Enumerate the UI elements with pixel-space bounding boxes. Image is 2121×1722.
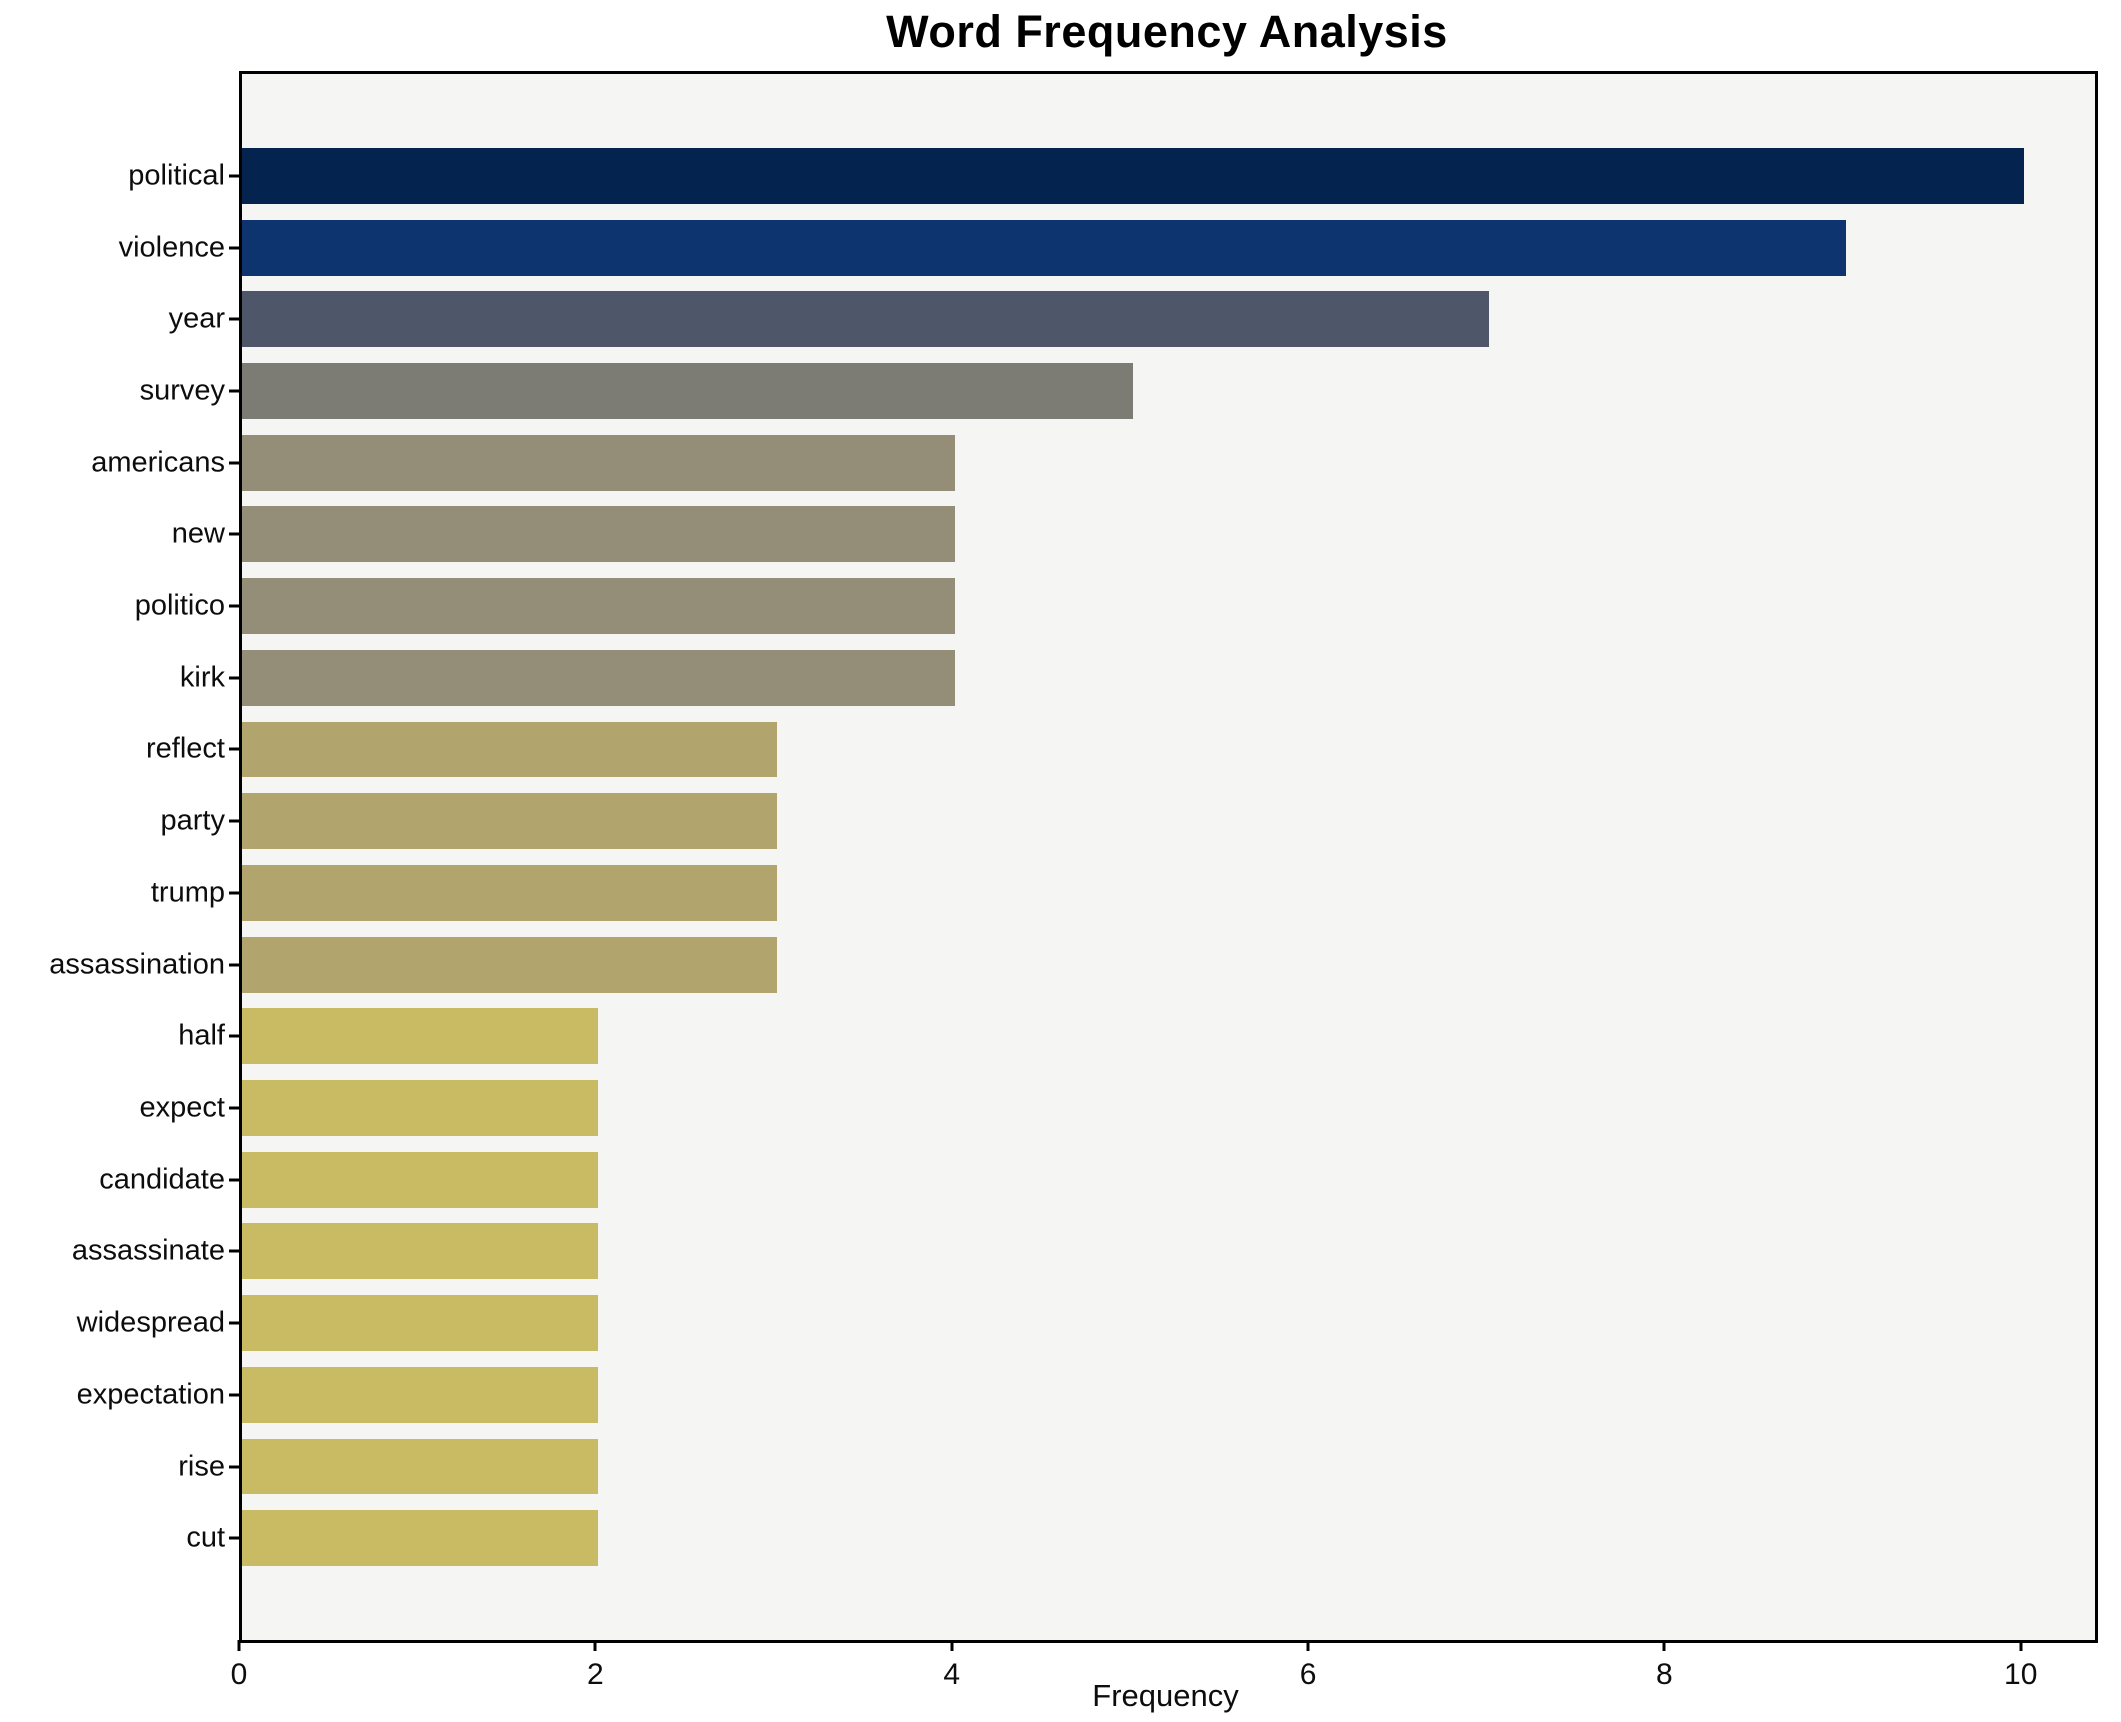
x-tick-mark — [950, 1640, 954, 1651]
bar-rise — [242, 1438, 599, 1495]
bar-row: violence — [119, 212, 2095, 284]
bar-new — [242, 506, 955, 563]
x-axis-title: Frequency — [1092, 1678, 1239, 1713]
bar-row: widespread — [77, 1287, 2095, 1359]
y-tick-mark — [229, 389, 239, 393]
y-tick-label-party: party — [160, 804, 225, 837]
bar-row: expectation — [77, 1359, 2095, 1431]
bar-row: survey — [140, 355, 2095, 427]
x-tick-mark — [237, 1640, 241, 1651]
bar-assassination — [242, 936, 777, 993]
y-tick-mark — [229, 891, 239, 895]
chart-title: Word Frequency Analysis — [886, 6, 1448, 57]
bar-row: kirk — [180, 642, 2095, 714]
bar-row: year — [169, 283, 2095, 355]
bar-half — [242, 1008, 599, 1065]
y-tick-mark — [229, 246, 239, 250]
bar-cut — [242, 1510, 599, 1567]
y-tick-mark — [229, 1106, 239, 1110]
bar-expect — [242, 1080, 599, 1136]
y-tick-mark — [229, 1321, 239, 1325]
y-tick-mark — [229, 1536, 239, 1540]
y-tick-mark — [229, 676, 239, 680]
y-tick-label-politico: politico — [134, 589, 225, 622]
bar-trump — [242, 864, 777, 921]
y-tick-label-expect: expect — [139, 1091, 225, 1124]
y-tick-label-expectation: expectation — [76, 1378, 225, 1411]
x-tick-mark — [1306, 1640, 1310, 1651]
y-tick-mark — [229, 174, 239, 178]
y-tick-mark — [229, 1178, 239, 1182]
x-tick-mark — [2019, 1640, 2023, 1651]
y-tick-mark — [229, 1249, 239, 1253]
bar-americans — [242, 434, 955, 491]
bar-row: party — [161, 785, 2095, 857]
bar-row: political — [128, 140, 2095, 212]
y-tick-label-widespread: widespread — [76, 1306, 225, 1339]
y-tick-label-political: political — [128, 159, 225, 192]
y-tick-mark — [229, 747, 239, 751]
bar-row: half — [178, 1000, 2095, 1072]
y-tick-mark — [229, 317, 239, 321]
bar-reflect — [242, 721, 777, 778]
bar-row: rise — [178, 1431, 2095, 1503]
y-tick-label-americans: americans — [91, 446, 225, 479]
x-tick-mark — [593, 1640, 597, 1651]
bar-row: assassination — [49, 929, 2095, 1001]
y-tick-mark — [229, 532, 239, 536]
bar-violence — [242, 219, 1846, 276]
y-tick-label-reflect: reflect — [146, 732, 225, 765]
y-tick-label-year: year — [168, 302, 225, 335]
y-tick-mark — [229, 819, 239, 823]
bar-survey — [242, 362, 1133, 419]
bar-political — [242, 147, 2024, 204]
y-tick-mark — [229, 1034, 239, 1038]
x-tick-label-4: 4 — [943, 1658, 961, 1691]
bar-year — [242, 291, 1490, 348]
y-tick-label-cut: cut — [186, 1521, 225, 1554]
bar-row: reflect — [146, 714, 2095, 786]
bar-row: new — [172, 499, 2095, 571]
x-tick-label-6: 6 — [1299, 1658, 1317, 1691]
bar-row: americans — [91, 427, 2095, 499]
bar-row: politico — [135, 570, 2095, 642]
bar-kirk — [242, 649, 955, 706]
y-tick-label-assassinate: assassinate — [71, 1234, 225, 1267]
bar-widespread — [242, 1295, 599, 1352]
bar-party — [242, 793, 777, 850]
x-axis: 0 2 4 6 8 10 — [231, 1640, 2092, 1700]
y-tick-label-new: new — [171, 517, 225, 550]
y-tick-label-candidate: candidate — [99, 1163, 225, 1196]
bar-politico — [242, 578, 955, 635]
bar-rows: political violence year survey americans new p… — [49, 74, 2095, 1640]
bar-expectation — [242, 1366, 599, 1423]
bar-row: trump — [151, 857, 2095, 929]
y-tick-mark — [229, 963, 239, 967]
y-tick-label-rise: rise — [178, 1450, 225, 1482]
x-tick-label-2: 2 — [587, 1658, 604, 1691]
y-tick-mark — [229, 1393, 239, 1397]
y-tick-label-trump: trump — [150, 876, 225, 909]
x-tick-mark — [1662, 1640, 1666, 1651]
y-tick-mark — [229, 1465, 239, 1468]
x-tick-label-0: 0 — [230, 1658, 248, 1691]
y-tick-label-violence: violence — [118, 231, 225, 264]
bar-assassinate — [242, 1223, 599, 1280]
x-tick-label-10: 10 — [2004, 1658, 2038, 1691]
bar-row: expect — [140, 1072, 2095, 1144]
y-tick-mark — [229, 461, 239, 465]
y-tick-mark — [229, 604, 239, 608]
y-tick-label-kirk: kirk — [179, 661, 225, 694]
x-tick-label-8: 8 — [1656, 1658, 1673, 1691]
y-tick-label-survey: survey — [139, 374, 225, 407]
bar-row: cut — [186, 1502, 2095, 1574]
y-tick-label-half: half — [178, 1019, 225, 1052]
y-tick-label-assassination: assassination — [49, 948, 225, 981]
bar-candidate — [242, 1151, 599, 1208]
bar-row: assassinate — [72, 1216, 2095, 1288]
bar-row: candidate — [99, 1144, 2095, 1216]
plot-area: political violence year survey americans new p… — [49, 71, 2098, 1643]
